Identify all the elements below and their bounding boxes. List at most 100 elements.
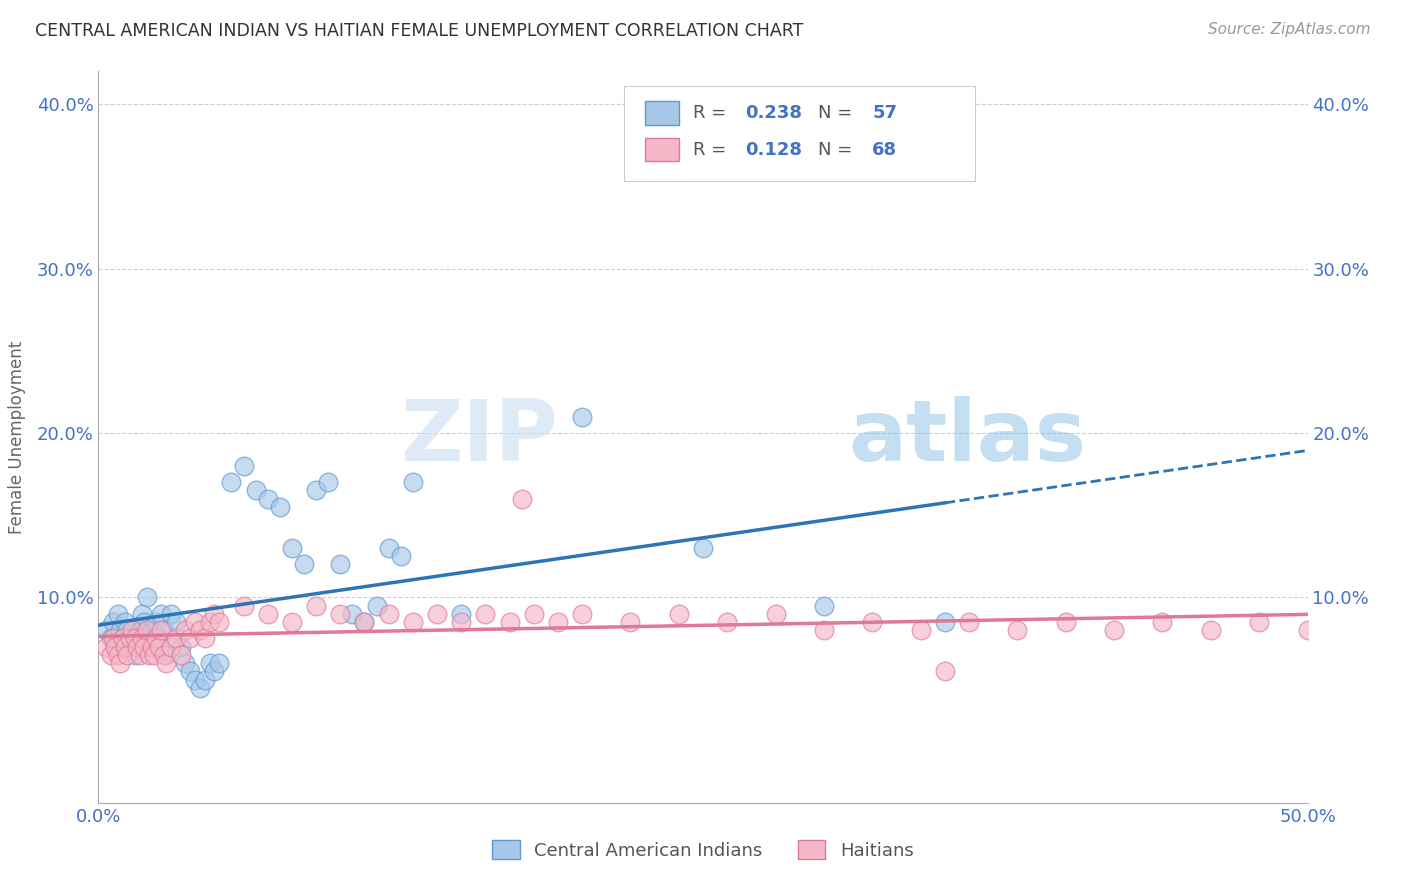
Point — [208, 656, 231, 670]
Point — [114, 640, 136, 654]
Point — [342, 607, 364, 621]
Point — [118, 632, 141, 646]
Point — [135, 591, 157, 605]
Point — [155, 656, 177, 670]
Point — [121, 632, 143, 646]
Point — [160, 640, 183, 654]
Point — [127, 640, 149, 654]
Point — [108, 656, 131, 670]
Point — [245, 483, 267, 498]
Point — [571, 607, 593, 621]
Point — [117, 624, 139, 638]
Point — [174, 624, 197, 638]
Point — [353, 615, 375, 629]
Point — [389, 549, 412, 564]
Point — [94, 640, 117, 654]
FancyBboxPatch shape — [645, 138, 679, 161]
Point — [523, 607, 546, 621]
Point — [281, 541, 304, 555]
Point — [1007, 624, 1029, 638]
Point — [145, 632, 167, 646]
Point — [188, 624, 211, 638]
Point — [402, 475, 425, 490]
Point — [134, 640, 156, 654]
Point — [104, 640, 127, 654]
Point — [232, 599, 254, 613]
Point — [1249, 615, 1271, 629]
Point — [131, 632, 153, 646]
Point — [232, 458, 254, 473]
Point — [1152, 615, 1174, 629]
Point — [256, 607, 278, 621]
Point — [160, 607, 183, 621]
Point — [141, 640, 163, 654]
Point — [716, 615, 738, 629]
Point — [101, 632, 124, 646]
Text: ZIP: ZIP — [401, 395, 558, 479]
Point — [134, 615, 156, 629]
Text: 0.128: 0.128 — [745, 141, 803, 159]
Legend: Central American Indians, Haitians: Central American Indians, Haitians — [485, 833, 921, 867]
Point — [281, 615, 304, 629]
Point — [100, 632, 122, 646]
Point — [143, 648, 166, 662]
Point — [184, 673, 207, 687]
Point — [765, 607, 787, 621]
Point — [169, 648, 191, 662]
Point — [152, 648, 174, 662]
Text: atlas: atlas — [848, 395, 1087, 479]
Point — [377, 607, 399, 621]
Point — [910, 624, 932, 638]
Text: N =: N = — [818, 104, 858, 122]
Point — [571, 409, 593, 424]
Point — [111, 632, 134, 646]
Text: Source: ZipAtlas.com: Source: ZipAtlas.com — [1208, 22, 1371, 37]
Text: CENTRAL AMERICAN INDIAN VS HAITIAN FEMALE UNEMPLOYMENT CORRELATION CHART: CENTRAL AMERICAN INDIAN VS HAITIAN FEMAL… — [35, 22, 803, 40]
Point — [292, 558, 315, 572]
Text: R =: R = — [693, 141, 733, 159]
Point — [426, 607, 449, 621]
Text: 57: 57 — [872, 104, 897, 122]
Point — [179, 665, 201, 679]
Point — [121, 624, 143, 638]
Point — [498, 615, 520, 629]
Point — [114, 615, 136, 629]
Point — [256, 491, 278, 506]
Point — [208, 615, 231, 629]
Point — [194, 632, 217, 646]
Text: 68: 68 — [872, 141, 897, 159]
Text: N =: N = — [818, 141, 858, 159]
Point — [1054, 615, 1077, 629]
Point — [668, 607, 690, 621]
Point — [1199, 624, 1222, 638]
Point — [510, 491, 533, 506]
Point — [619, 615, 641, 629]
Point — [329, 607, 352, 621]
Point — [450, 615, 472, 629]
Point — [143, 640, 166, 654]
Point — [118, 640, 141, 654]
Point — [692, 541, 714, 555]
Point — [148, 640, 170, 654]
Point — [184, 615, 207, 629]
Point — [165, 615, 187, 629]
Point — [145, 615, 167, 629]
Point — [198, 615, 221, 629]
Point — [111, 632, 134, 646]
Point — [305, 599, 328, 613]
Point — [108, 624, 131, 638]
Point — [366, 599, 388, 613]
Point — [194, 673, 217, 687]
Point — [316, 475, 339, 490]
Point — [1296, 624, 1319, 638]
Point — [131, 607, 153, 621]
Point — [198, 656, 221, 670]
Point — [138, 648, 160, 662]
Point — [165, 632, 187, 646]
Point — [377, 541, 399, 555]
Point — [813, 599, 835, 613]
Point — [124, 632, 146, 646]
Point — [152, 624, 174, 638]
Point — [124, 648, 146, 662]
Point — [148, 632, 170, 646]
